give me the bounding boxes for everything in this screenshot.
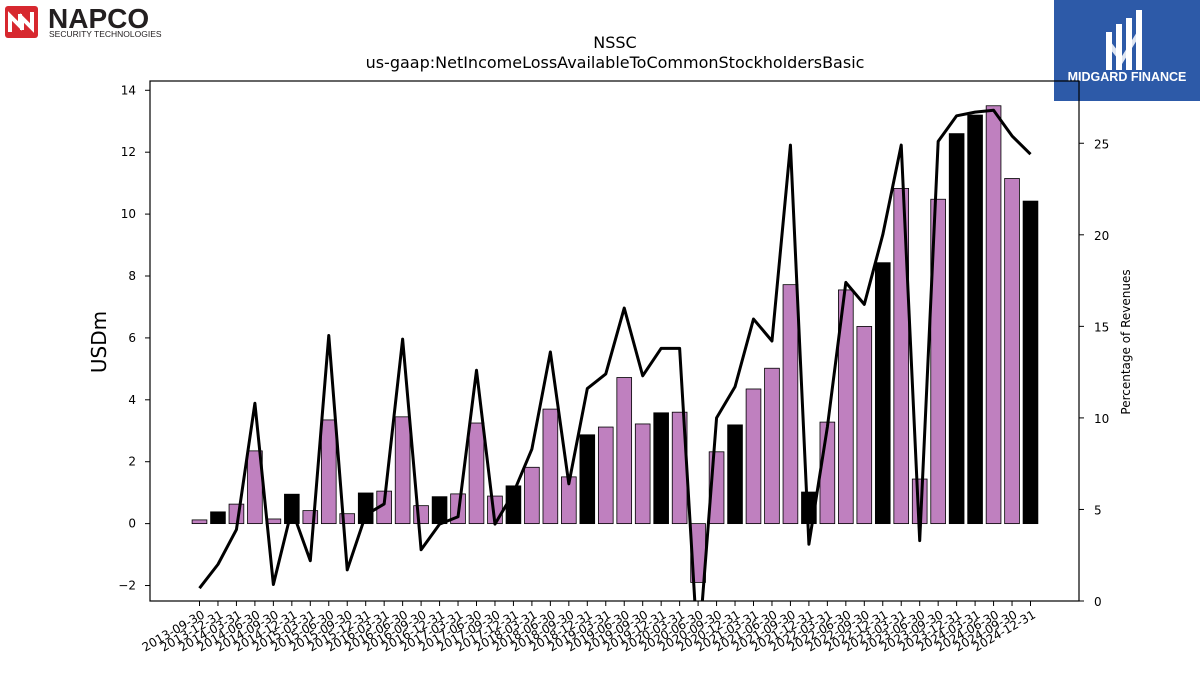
napco-logo-text: NAPCO xyxy=(48,4,149,34)
y-tick-label: 12 xyxy=(121,145,136,159)
line-layer xyxy=(198,108,1032,601)
midgard-logo-mark xyxy=(1106,10,1142,70)
bar-2024-03-31 xyxy=(967,114,983,525)
y-tick-label: 6 xyxy=(128,331,136,345)
chart-subtitle: us-gaap:NetIncomeLossAvailableToCommonSt… xyxy=(366,53,865,72)
bar-2021-03-31 xyxy=(745,388,762,525)
bar-2021-09-30 xyxy=(782,284,799,525)
bar-2022-12-31 xyxy=(874,262,891,525)
bar-2019-06-30 xyxy=(616,377,633,525)
y2-tick-label: 25 xyxy=(1094,137,1109,151)
midgard-logo-text: MIDGARD FINANCE xyxy=(1068,70,1187,84)
bar-2019-03-31 xyxy=(597,426,614,525)
bar-2018-12-31 xyxy=(579,434,596,525)
y-axis-label: USDm xyxy=(87,311,111,373)
bar-2018-06-30 xyxy=(542,408,559,525)
bar-2024-09-30 xyxy=(1004,178,1020,525)
bars-layer xyxy=(191,105,1039,583)
chart-title: NSSC xyxy=(593,33,636,52)
bar-2023-12-31 xyxy=(948,133,965,525)
x-axis: 2013-09-302013-12-312014-03-312014-06-30… xyxy=(140,601,1038,654)
bar-2023-09-30 xyxy=(930,198,946,525)
y2-axis: 0 5 10 15 20 25 xyxy=(1079,137,1109,609)
y2-tick-label: 5 xyxy=(1094,503,1102,517)
y2-tick-label: 10 xyxy=(1094,412,1109,426)
bar-2022-09-30 xyxy=(856,326,873,525)
y2-axis-label: Percentage of Revenues xyxy=(1119,269,1133,414)
bar-2023-03-31 xyxy=(893,187,910,525)
y-tick-label: 4 xyxy=(128,393,136,407)
y2-tick-label: 20 xyxy=(1094,229,1109,243)
bar-2015-06-30 xyxy=(320,419,337,525)
y-tick-label: 8 xyxy=(128,269,136,283)
bar-2019-12-31 xyxy=(653,412,669,525)
y2-tick-label: 15 xyxy=(1094,320,1109,334)
bar-2015-09-30 xyxy=(339,513,356,525)
napco-logo-subtext: SECURITY TECHNOLOGIES xyxy=(49,29,162,39)
bar-2013-09-30 xyxy=(191,519,208,525)
y-tick-label: 2 xyxy=(128,455,136,469)
bar-2021-06-30 xyxy=(764,367,780,525)
y-tick-label: −2 xyxy=(118,579,136,593)
bar-2018-03-31 xyxy=(524,466,540,525)
plot-frame xyxy=(149,80,1080,602)
bar-2016-06-30 xyxy=(394,416,411,525)
y2-tick-label: 0 xyxy=(1094,595,1102,609)
bar-2024-06-30 xyxy=(985,105,1002,525)
bar-2016-09-30 xyxy=(413,505,429,525)
napco-logo: NAPCO SECURITY TECHNOLOGIES xyxy=(5,4,162,39)
pct-of-revenues-line xyxy=(198,108,1032,601)
y-tick-label: 14 xyxy=(121,83,136,97)
bar-2015-12-31 xyxy=(357,492,374,525)
midgard-logo: MIDGARD FINANCE xyxy=(1054,0,1200,101)
bar-2022-03-31 xyxy=(819,421,836,525)
bar-2020-12-31 xyxy=(727,424,743,525)
y-tick-label: 0 xyxy=(128,517,136,531)
bar-2017-06-30 xyxy=(468,422,485,525)
y-tick-label: 10 xyxy=(121,207,136,221)
bar-2019-09-30 xyxy=(634,423,651,525)
bar-2013-12-31 xyxy=(210,511,226,525)
y-axis: −2 0 2 4 6 8 10 12 14 xyxy=(118,83,150,593)
bar-2024-12-31 xyxy=(1022,200,1039,525)
bar-2016-12-31 xyxy=(431,496,448,525)
